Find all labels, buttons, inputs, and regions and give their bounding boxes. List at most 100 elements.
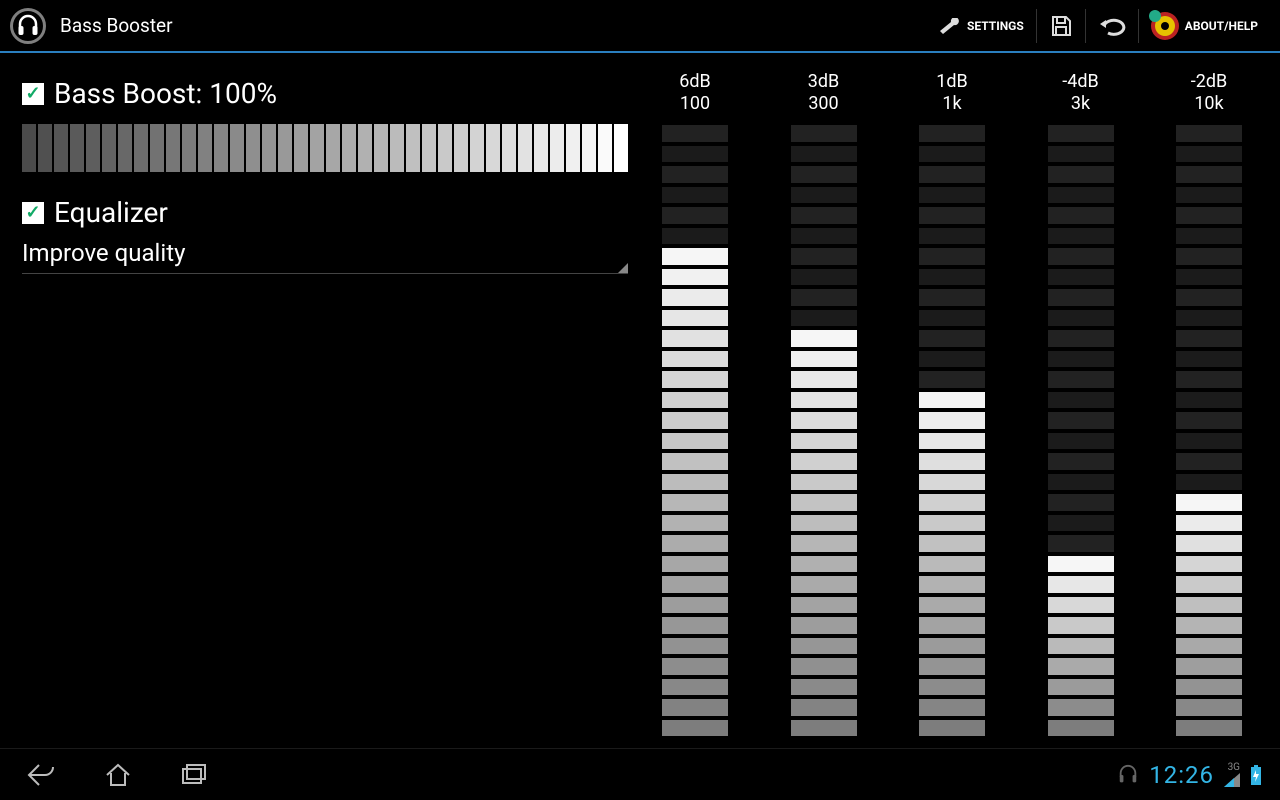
band-segment [1176,638,1242,655]
boost-segment [550,124,564,172]
band-segment [791,146,857,163]
boost-segment [246,124,260,172]
bass-boost-slider[interactable] [22,124,628,172]
band-segment [662,638,728,655]
band-segment [662,474,728,491]
save-button[interactable] [1037,0,1085,52]
band-segment [662,535,728,552]
band-segment [662,166,728,183]
band-segment [1048,310,1114,327]
bass-boost-checkbox[interactable]: ✓ [22,83,44,105]
band-bar[interactable] [1048,125,1114,746]
boost-segment [310,124,324,172]
band-segment [919,351,985,368]
band-segment [1176,699,1242,716]
band-segment [662,433,728,450]
band-segment [1176,125,1242,142]
left-panel: ✓ Bass Boost: 100% ✓ Equalizer Improve q… [0,53,640,746]
band-segment [662,392,728,409]
eq-band[interactable]: 1dB1k [919,71,985,746]
preset-dropdown[interactable]: Improve quality [22,239,628,274]
boost-segment [86,124,100,172]
band-segment [1048,515,1114,532]
band-segment [1048,289,1114,306]
band-segment [919,474,985,491]
about-label: ABOUT/HELP [1185,19,1258,33]
band-segment [1176,535,1242,552]
band-segment [1048,351,1114,368]
band-segment [791,228,857,245]
band-segment [1048,679,1114,696]
app-icon [10,8,46,44]
band-segment [1048,248,1114,265]
save-icon [1049,14,1073,38]
band-segment [919,576,985,593]
eq-band[interactable]: 3dB300 [791,71,857,746]
band-segment [1048,166,1114,183]
band-segment [662,330,728,347]
boost-segment [70,124,84,172]
equalizer-checkbox[interactable]: ✓ [22,202,44,224]
band-segment [662,412,728,429]
band-bar[interactable] [791,125,857,746]
band-segment [1176,474,1242,491]
band-segment [662,679,728,696]
about-button[interactable]: ABOUT/HELP [1139,0,1270,52]
band-segment [1048,597,1114,614]
system-nav-bar: 12:26 3G [0,748,1280,800]
equalizer-label: Equalizer [54,196,168,229]
boost-segment [198,124,212,172]
band-segment [1048,187,1114,204]
band-segment [1176,248,1242,265]
band-bar[interactable] [1176,125,1242,746]
band-segment [1176,720,1242,737]
band-segment [919,187,985,204]
band-segment [919,658,985,675]
band-segment [1176,412,1242,429]
band-segment [919,597,985,614]
band-segment [1048,125,1114,142]
band-segment [662,269,728,286]
boost-segment [326,124,340,172]
band-segment [791,617,857,634]
band-bar[interactable] [662,125,728,746]
band-segment [919,679,985,696]
home-button[interactable] [94,757,142,793]
boost-segment [582,124,596,172]
band-label: -4dB3k [1062,71,1098,115]
equalizer-row: ✓ Equalizer [22,196,640,229]
headphones-status-icon [1117,764,1139,786]
status-area[interactable]: 12:26 3G [1117,761,1262,789]
back-button[interactable] [18,757,66,793]
band-segment [1176,392,1242,409]
eq-band[interactable]: -2dB10k [1176,71,1242,746]
action-bar: Bass Booster SETTINGS ABOUT/HELP [0,0,1280,53]
band-segment [662,371,728,388]
band-bar[interactable] [919,125,985,746]
recents-button[interactable] [170,757,218,793]
band-segment [919,125,985,142]
band-segment [1176,207,1242,224]
band-segment [662,556,728,573]
band-segment [791,187,857,204]
boost-segment [38,124,52,172]
boost-segment [374,124,388,172]
band-segment [1176,453,1242,470]
band-segment [919,617,985,634]
band-segment [1048,433,1114,450]
band-segment [1176,146,1242,163]
band-segment [662,720,728,737]
settings-button[interactable]: SETTINGS [925,0,1036,52]
boost-segment [22,124,36,172]
eq-band[interactable]: 6dB100 [662,71,728,746]
band-segment [662,228,728,245]
band-segment [791,556,857,573]
band-segment [1048,228,1114,245]
band-segment [791,699,857,716]
main-content: ✓ Bass Boost: 100% ✓ Equalizer Improve q… [0,53,1280,746]
band-segment [1048,535,1114,552]
signal-icon [1224,773,1240,787]
undo-button[interactable] [1086,0,1138,52]
band-segment [919,330,985,347]
eq-band[interactable]: -4dB3k [1048,71,1114,746]
